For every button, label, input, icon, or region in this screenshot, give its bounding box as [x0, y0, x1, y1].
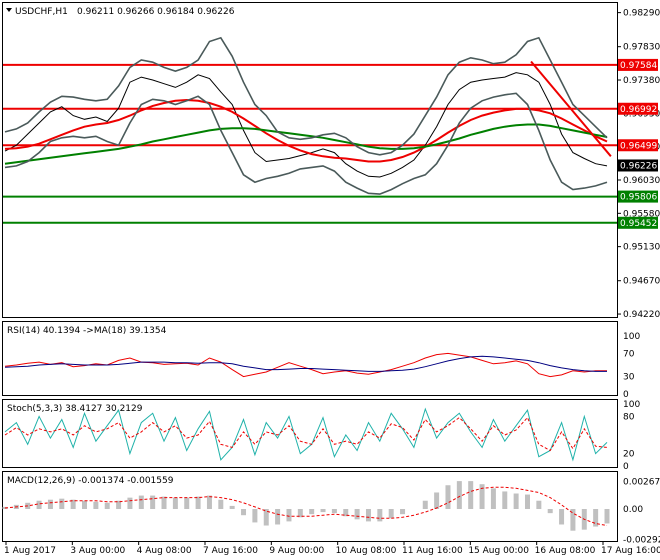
panel-frames — [2, 2, 618, 542]
level-label-box — [618, 190, 658, 203]
indicator-tick-label: 20 — [623, 450, 635, 460]
price-tick-label: 0.97830 — [623, 43, 660, 53]
macd-label: MACD(12,26,9) -0.001374 -0.001559 — [7, 476, 174, 486]
rsi-panel: RSI(14) 40.1394 ->MA(18) 39.1354 100 70 30… — [4, 326, 640, 400]
indicator-tick-label: 0 — [623, 390, 629, 400]
price-tick-label: 0.95580 — [623, 209, 660, 219]
indicator-main — [4, 407, 608, 462]
macd-tick-label: -0.002928 — [623, 535, 660, 545]
stochastic-panel: Stoch(5,3,3) 38.4127 30.2129 100 80 20 0 — [4, 400, 640, 472]
price-tick-label: 0.95130 — [623, 243, 660, 253]
price-tick-label: 0.98290 — [623, 9, 660, 19]
level-label: 0.96499 — [620, 141, 657, 151]
price-header: USDCHF,H1 0.96211 0.96266 0.96184 0.9622… — [6, 7, 235, 17]
macd-tick-label: 0.002672 — [623, 477, 660, 487]
time-tick-label: 9 Aug 00:00 — [269, 546, 324, 556]
current-price-label: 0.96226 — [620, 161, 657, 171]
level-label: 0.97584 — [620, 61, 657, 71]
rsi-panel-frame — [2, 321, 618, 396]
level-label: 0.95452 — [620, 219, 657, 229]
level-label-box — [618, 102, 658, 115]
indicator-signal — [4, 416, 608, 452]
level-label: 0.96992 — [620, 105, 657, 115]
price-tick-label: 0.94670 — [623, 277, 660, 287]
indicator-tick-label: 30 — [623, 373, 635, 383]
price-tick-label: 0.97380 — [623, 76, 660, 86]
price-level-labels: 0.97584 0.96992 0.96499 0.95806 0.95452 0.962… — [618, 58, 658, 229]
time-tick-label: 17 Aug 16:00 — [601, 546, 660, 556]
indicator-tick-label: 70 — [623, 349, 635, 359]
indicator-tick-label: 80 — [623, 412, 635, 422]
symbol-label: USDCHF,H1 — [15, 7, 68, 17]
indicator-tick-label: 100 — [623, 400, 640, 410]
price-levels — [3, 63, 617, 224]
series-ma-fast — [4, 98, 608, 163]
level-label: 0.95806 — [620, 193, 657, 203]
time-tick-label: 4 Aug 08:00 — [137, 546, 192, 556]
indicator-tick-label: 100 — [623, 332, 640, 342]
price-panel-frame — [2, 2, 618, 318]
series-band-lower — [4, 92, 608, 195]
stochastic-label: Stoch(5,3,3) 38.4127 30.2129 — [7, 404, 143, 414]
price-tick-label: 0.96030 — [623, 176, 660, 186]
dropdown-arrow-icon[interactable] — [6, 8, 12, 12]
time-tick-label: 1 Aug 2017 — [4, 546, 56, 556]
series-price — [4, 72, 608, 178]
trendline — [530, 60, 612, 157]
macd-panel: MACD(12,26,9) -0.001374 -0.001559 0.0026… — [2, 476, 660, 545]
time-tick-label: 7 Aug 16:00 — [203, 546, 258, 556]
indicator-rsi-ma — [4, 355, 607, 372]
current-price-box — [618, 159, 658, 172]
indicator-tick-label: 0 — [623, 462, 629, 472]
stoch-panel-frame — [2, 399, 618, 468]
rsi-label: RSI(14) 40.1394 ->MA(18) 39.1354 — [7, 326, 167, 336]
ohlc-values: 0.96211 0.96266 0.96184 0.96226 — [77, 7, 235, 17]
price-tick-label: 0.94220 — [623, 310, 660, 320]
time-tick-label: 11 Aug 16:00 — [402, 546, 463, 556]
level-label-box — [618, 58, 658, 71]
time-tick-label: 16 Aug 08:00 — [535, 546, 596, 556]
level-label-box — [618, 216, 658, 229]
time-axis: 1 Aug 2017 3 Aug 00:00 4 Aug 08:00 7 Aug 16… — [4, 541, 660, 556]
macd-tick-label: 0.00 — [623, 505, 643, 515]
series-band-upper — [4, 36, 608, 156]
time-tick-label: 3 Aug 00:00 — [70, 546, 125, 556]
time-tick-label: 10 Aug 08:00 — [336, 546, 397, 556]
level-label-box — [618, 139, 658, 152]
macd-signal-line — [4, 486, 608, 526]
series-ma-slow — [4, 123, 608, 165]
time-tick-label: 15 Aug 00:00 — [468, 546, 529, 556]
price-series — [4, 36, 608, 195]
trendline-segment — [530, 60, 612, 157]
